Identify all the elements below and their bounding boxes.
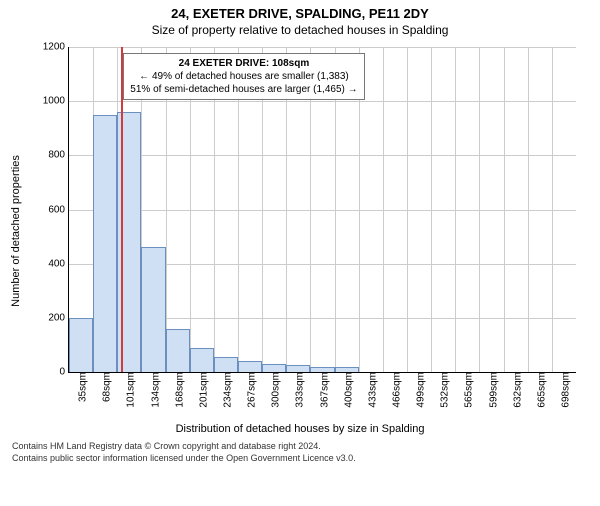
x-tick-label: 632sqm [508, 372, 523, 408]
annotation-box: 24 EXETER DRIVE: 108sqm ← 49% of detache… [123, 53, 364, 100]
y-axis-label: Number of detached properties [10, 155, 22, 307]
x-tick-label: 499sqm [412, 372, 427, 408]
x-tick-label: 201sqm [194, 372, 209, 408]
histogram-bar [262, 364, 286, 372]
x-tick-label: 134sqm [146, 372, 161, 408]
x-tick-label: 698sqm [556, 372, 571, 408]
page-subtitle: Size of property relative to detached ho… [0, 23, 600, 37]
gridline-v [383, 47, 384, 372]
plot-area: 02004006008001000120035sqm68sqm101sqm134… [68, 47, 576, 373]
chart-container: Number of detached properties 0200400600… [20, 41, 580, 421]
gridline-v [455, 47, 456, 372]
x-tick-label: 267sqm [243, 372, 258, 408]
y-tick-label: 1000 [43, 96, 69, 107]
gridline-v [479, 47, 480, 372]
x-tick-label: 35sqm [74, 372, 89, 402]
x-tick-label: 333sqm [291, 372, 306, 408]
footer-line-1: Contains HM Land Registry data © Crown c… [12, 441, 588, 453]
gridline-h [69, 210, 576, 211]
x-tick-label: 565sqm [460, 372, 475, 408]
gridline-v [504, 47, 505, 372]
x-tick-label: 300sqm [267, 372, 282, 408]
histogram-bar [141, 247, 165, 372]
gridline-h [69, 155, 576, 156]
gridline-v [552, 47, 553, 372]
gridline-v [407, 47, 408, 372]
x-tick-label: 665sqm [532, 372, 547, 408]
page-title: 24, EXETER DRIVE, SPALDING, PE11 2DY [0, 6, 600, 21]
x-tick-label: 168sqm [170, 372, 185, 408]
histogram-bar [286, 365, 310, 372]
y-tick-label: 400 [48, 258, 69, 269]
x-tick-label: 466sqm [387, 372, 402, 408]
x-tick-label: 532sqm [436, 372, 451, 408]
y-tick-label: 1200 [43, 42, 69, 53]
y-tick-label: 800 [48, 150, 69, 161]
gridline-h [69, 101, 576, 102]
x-axis-label: Distribution of detached houses by size … [0, 423, 600, 435]
y-tick-label: 0 [59, 367, 69, 378]
x-tick-label: 234sqm [218, 372, 233, 408]
y-tick-label: 200 [48, 312, 69, 323]
histogram-bar [190, 348, 214, 372]
x-tick-label: 68sqm [98, 372, 113, 402]
annotation-line-3: 51% of semi-detached houses are larger (… [130, 84, 357, 95]
histogram-bar [69, 318, 93, 372]
annotation-line-1: 24 EXETER DRIVE: 108sqm [179, 58, 310, 69]
histogram-bar [93, 115, 117, 372]
histogram-bar [238, 361, 262, 372]
x-tick-label: 101sqm [122, 372, 137, 408]
footer-line-2: Contains public sector information licen… [12, 453, 588, 465]
x-tick-label: 367sqm [315, 372, 330, 408]
gridline-v [528, 47, 529, 372]
annotation-line-2: ← 49% of detached houses are smaller (1,… [139, 71, 349, 82]
footer: Contains HM Land Registry data © Crown c… [12, 441, 588, 464]
x-tick-label: 433sqm [363, 372, 378, 408]
gridline-v [431, 47, 432, 372]
x-tick-label: 599sqm [484, 372, 499, 408]
x-tick-label: 400sqm [339, 372, 354, 408]
histogram-bar [214, 357, 238, 372]
gridline-h [69, 47, 576, 48]
histogram-bar [166, 329, 190, 372]
y-tick-label: 600 [48, 204, 69, 215]
